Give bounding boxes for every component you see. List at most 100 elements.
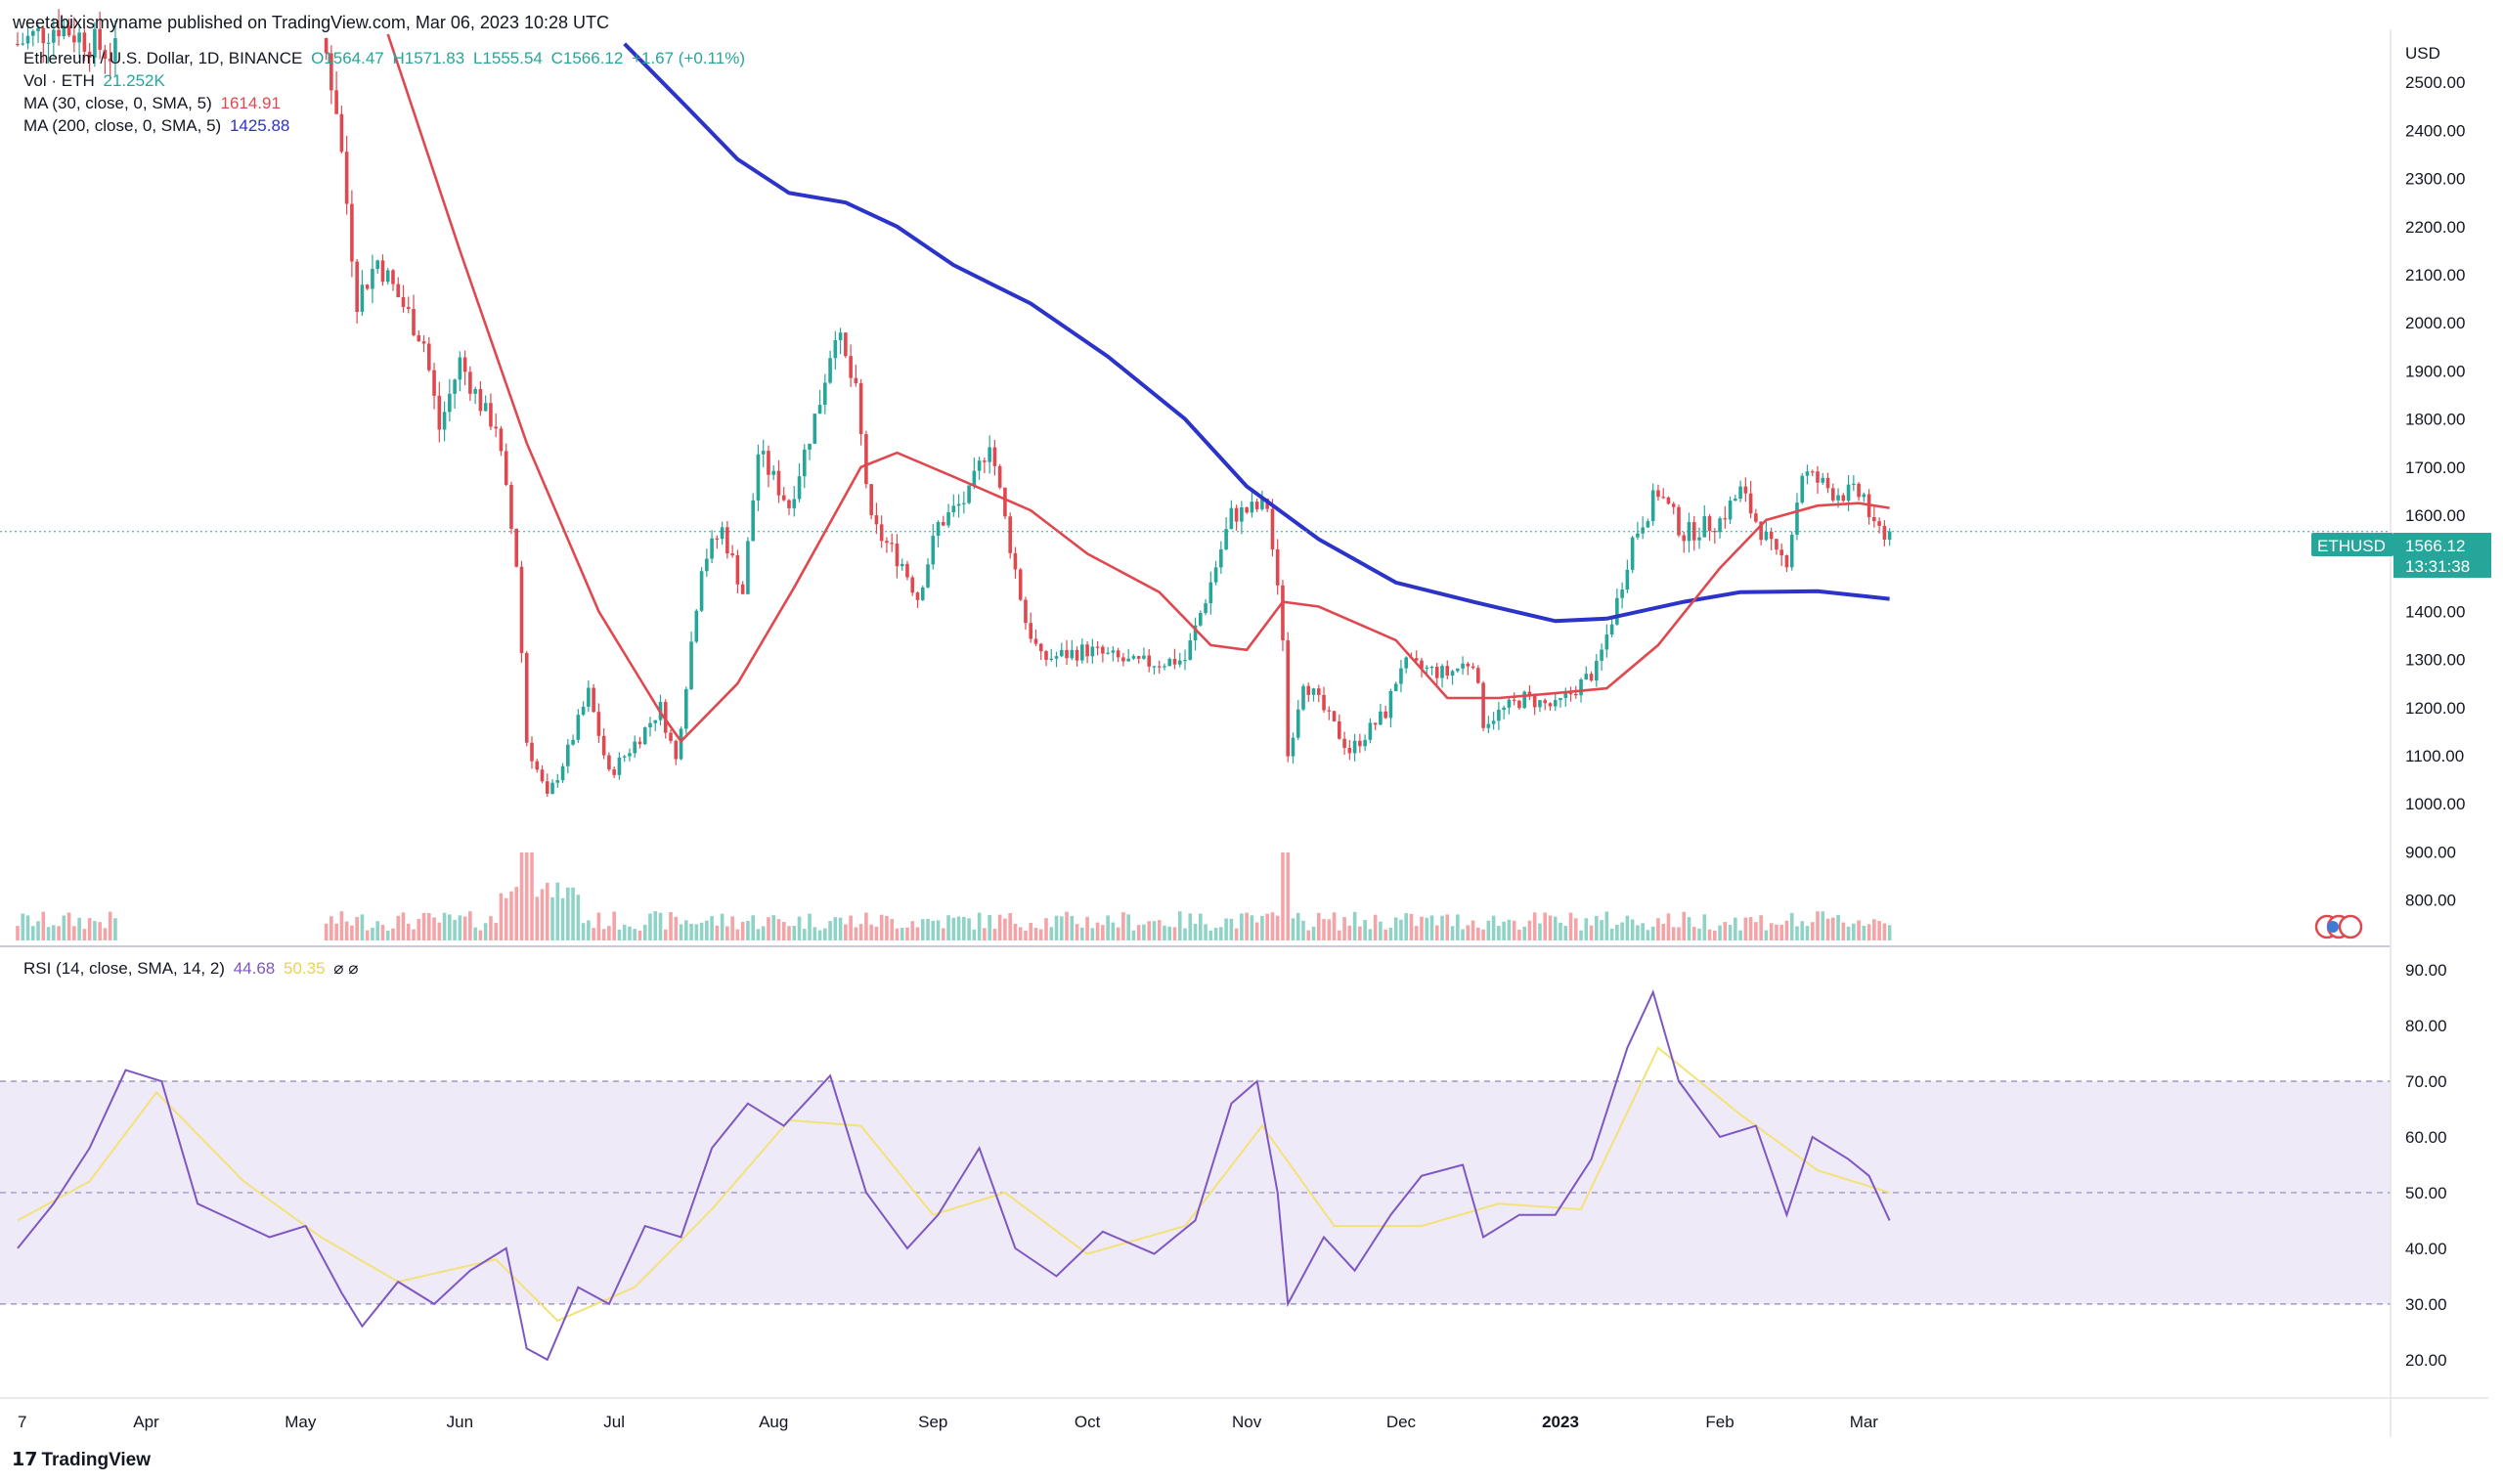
ma30-value: 1614.91: [220, 94, 281, 112]
volume-bar: [1167, 926, 1172, 940]
candle-body: [1548, 703, 1553, 707]
candle-body: [401, 297, 406, 308]
volume-bar: [1404, 913, 1408, 940]
rsi-legend[interactable]: RSI (14, close, SMA, 14, 2) 44.68 50.35 …: [23, 959, 362, 979]
candle-body: [524, 653, 529, 743]
candle-body: [1579, 679, 1583, 696]
candle-body: [82, 32, 87, 52]
candle-body: [1075, 649, 1079, 661]
volume-bar: [401, 912, 406, 940]
tradingview-brand: TradingView: [41, 1450, 152, 1470]
volume-bar: [1440, 915, 1444, 940]
volume-legend[interactable]: Vol · ETH 21.252K: [23, 71, 169, 91]
candle-body: [371, 269, 374, 289]
candle-body: [694, 610, 699, 642]
volume-bar: [946, 915, 950, 940]
candle-body: [1219, 548, 1223, 568]
candle-body: [1229, 507, 1234, 530]
volume-bar: [838, 917, 843, 940]
candle-body: [617, 757, 622, 775]
rsi-label: RSI (14, close, SMA, 14, 2): [23, 959, 225, 978]
volume-bar: [1306, 930, 1311, 940]
volume-bar: [1789, 912, 1794, 940]
candle-body: [1383, 711, 1387, 719]
volume-bar: [545, 883, 549, 940]
candle-body: [499, 428, 504, 452]
volume-bar: [1661, 924, 1665, 940]
candle-body: [1636, 533, 1640, 538]
volume-bar: [1429, 915, 1434, 940]
volume-bar: [437, 922, 442, 940]
volume-bar: [93, 921, 97, 940]
volume-bar: [833, 917, 838, 940]
ma200-legend[interactable]: MA (200, close, 0, SMA, 5) 1425.88: [23, 116, 293, 136]
volume-bar: [1219, 927, 1223, 940]
volume-bar: [1543, 912, 1548, 940]
volume-bar: [874, 926, 879, 940]
candle-body: [1440, 666, 1444, 678]
candle-body: [1142, 655, 1146, 659]
candle-body: [530, 742, 534, 762]
candle-body: [324, 38, 329, 54]
volume-bar: [1038, 929, 1043, 940]
price-tick-label: 1800.00: [2405, 411, 2465, 429]
tradingview-logo[interactable]: 𝟭𝟳 TradingView: [12, 1449, 151, 1471]
volume-bar: [1548, 915, 1553, 940]
rsi-axis[interactable]: 20.00 30.00 40.00 50.00 60.00 70.00 80.00 90.00: [2405, 961, 2447, 1370]
candle-body: [1872, 516, 1876, 522]
time-axis[interactable]: 7 Apr May Jun Jul Aug Sep Oct Nov Dec 2023 Feb Mar: [18, 1413, 1878, 1431]
candle-body: [1080, 644, 1084, 661]
candle-body: [1038, 643, 1043, 652]
event-icons[interactable]: [2314, 914, 2363, 939]
volume-bar: [1522, 926, 1526, 940]
candle-body: [1199, 612, 1203, 626]
candle-body: [555, 780, 560, 783]
volume-bar: [817, 930, 822, 940]
symbol-legend[interactable]: Ethereum / U.S. Dollar, 1D, BINANCE O156…: [23, 49, 749, 68]
candle-body: [1743, 486, 1748, 494]
price-tick-label: 2200.00: [2405, 218, 2465, 237]
volume-bar: [1486, 920, 1491, 940]
candle-body: [1625, 569, 1630, 590]
volume-bar: [920, 919, 925, 940]
volume-bar: [1697, 928, 1701, 940]
candle-body: [730, 553, 734, 555]
volume-bar: [550, 896, 554, 940]
candle-body: [1877, 521, 1881, 526]
candle-body: [509, 484, 513, 529]
volume-bar: [1270, 912, 1275, 940]
volume-bar: [1646, 930, 1650, 940]
time-tick-label: Aug: [759, 1413, 788, 1431]
volume-bar: [596, 912, 601, 940]
price-axis[interactable]: 800.00 900.00 1000.00 1100.00 1200.00 1300.00…: [2405, 73, 2465, 909]
time-tick-label: 7: [18, 1413, 26, 1431]
flag-icon[interactable]: [2338, 914, 2363, 939]
flag-icon[interactable]: [2327, 921, 2339, 933]
time-tick-label: Feb: [1705, 1413, 1734, 1431]
volume-bar: [1332, 912, 1337, 940]
candle-body: [494, 426, 498, 429]
ma30-legend[interactable]: MA (30, close, 0, SMA, 5) 1614.91: [23, 94, 285, 113]
volume-bar: [36, 921, 40, 940]
volume-bar: [41, 911, 46, 940]
candle-body: [489, 403, 493, 427]
rsi-visibility-icons[interactable]: ⌀ ⌀: [333, 959, 359, 978]
candle-body: [915, 592, 920, 600]
candle-body: [1291, 737, 1295, 757]
volume-bar: [1830, 917, 1835, 940]
candle-body: [113, 38, 117, 62]
volume-bar: [720, 913, 725, 940]
candle-body: [648, 722, 652, 728]
candle-body: [1527, 691, 1532, 696]
candle-body: [674, 740, 679, 760]
volume-bar: [1213, 928, 1218, 940]
candle-body: [592, 687, 595, 713]
volume-bar: [705, 920, 709, 940]
symbol-title[interactable]: Ethereum / U.S. Dollar, 1D, BINANCE: [23, 49, 303, 67]
ma30-line: [386, 33, 1890, 744]
candle-body: [637, 741, 642, 745]
volume-label: Vol · ETH: [23, 71, 95, 90]
volume-bar: [890, 919, 894, 940]
candle-body: [669, 732, 673, 741]
